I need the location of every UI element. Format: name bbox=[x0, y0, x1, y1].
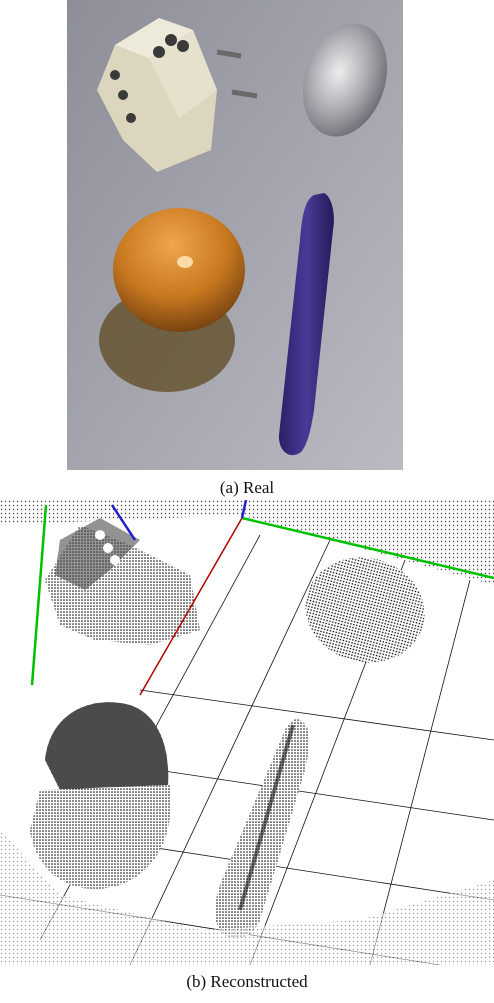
spoon bbox=[278, 23, 388, 456]
real-photo bbox=[67, 0, 403, 470]
secondary-axis-green bbox=[30, 504, 48, 686]
backdrop-cloud bbox=[0, 500, 494, 585]
egg bbox=[113, 208, 245, 332]
reconstructed-point-cloud bbox=[0, 500, 494, 965]
egg-cloud bbox=[45, 702, 169, 790]
z-axis-blue bbox=[240, 500, 248, 519]
secondary-axis-blue bbox=[110, 504, 137, 541]
spoon-bowl-cloud bbox=[305, 557, 425, 663]
x-axis-red bbox=[139, 517, 243, 696]
caption-a: (a) Real bbox=[219, 478, 275, 497]
caption-b: (b) Reconstructed bbox=[186, 972, 308, 991]
y-axis-green bbox=[241, 516, 494, 580]
plug-adapter bbox=[97, 18, 258, 172]
